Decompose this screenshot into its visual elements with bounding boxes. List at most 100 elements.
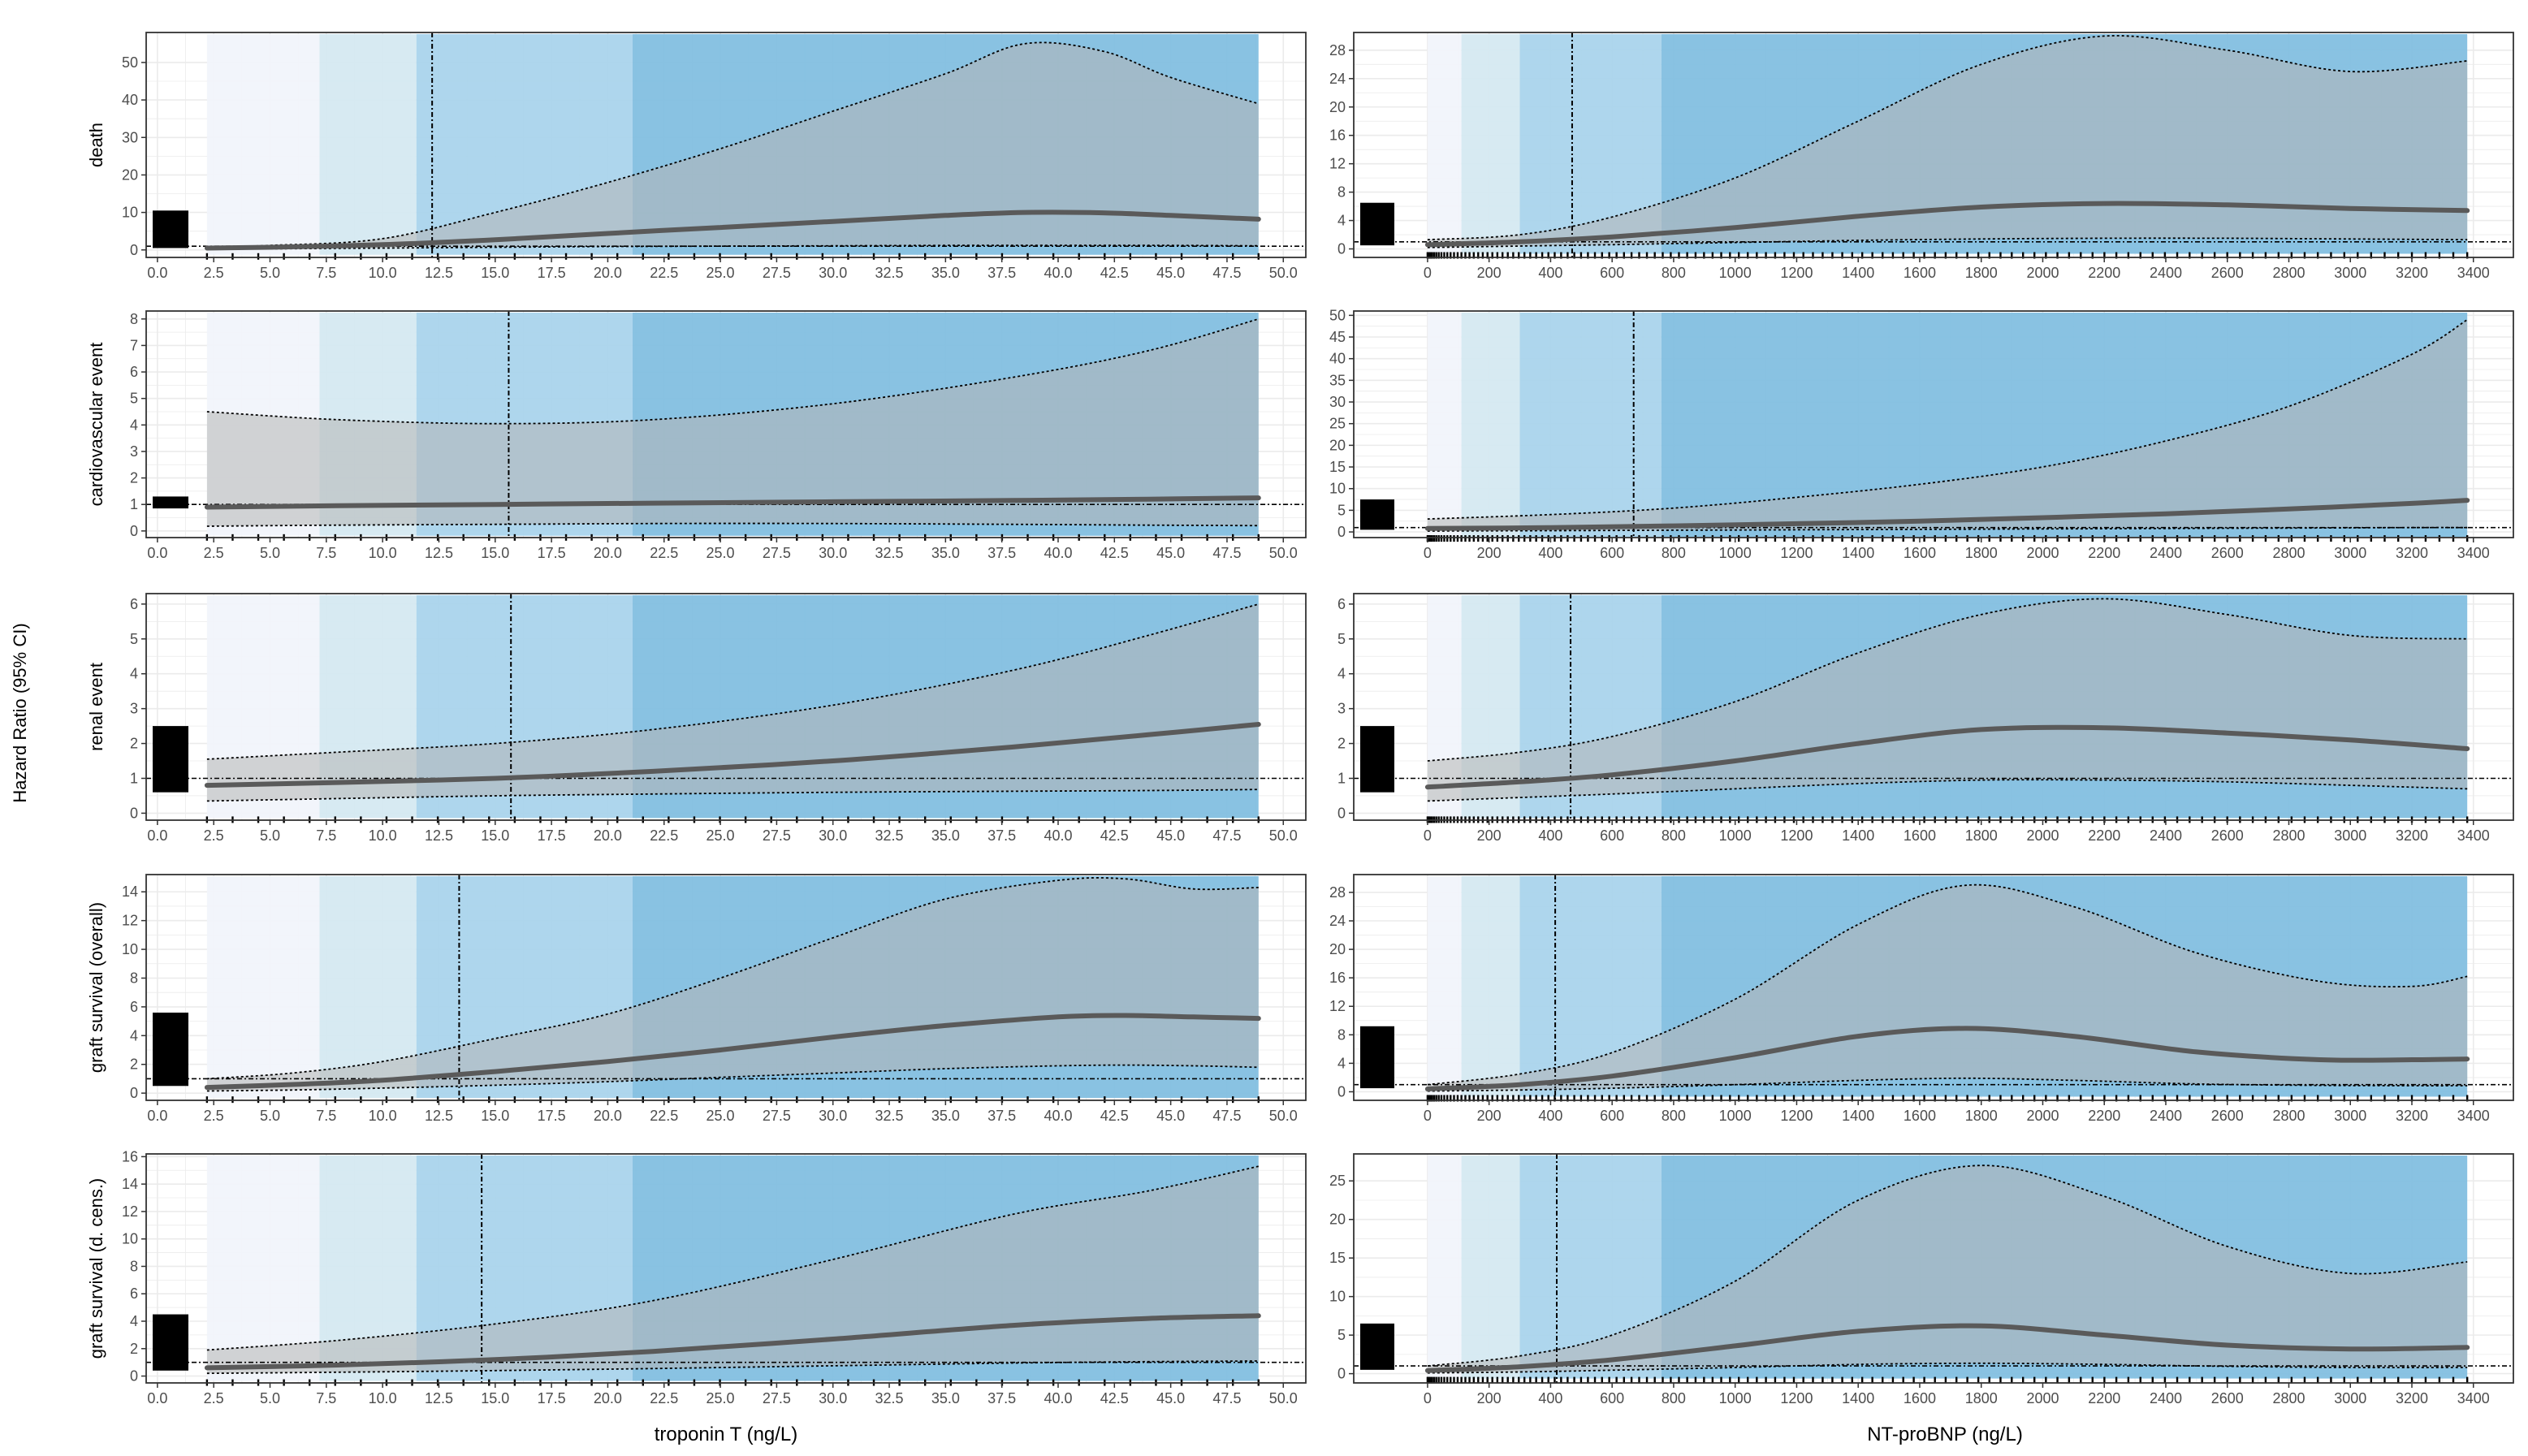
ci-upper-line — [1427, 35, 2468, 241]
range-band-1 — [1427, 313, 1462, 538]
x-tick-label: 1800 — [1965, 1108, 1998, 1124]
y-tick-label: 16 — [122, 1148, 138, 1164]
distribution-rug-bar — [153, 496, 188, 509]
y-tick-label: 5 — [1337, 502, 1346, 518]
y-tick-label: 6 — [130, 596, 138, 612]
panel-col1-row0: 0 200 400 600 800 1000 1200 1400 1600 1800 2000 220… — [1329, 32, 2514, 281]
x-tick-label: 37.5 — [987, 1390, 1016, 1406]
panel-border — [1353, 1153, 2514, 1384]
ci-upper-line — [206, 1165, 1259, 1351]
x-tick-label: 800 — [1662, 1390, 1686, 1406]
panel-border — [145, 310, 1307, 538]
ci-lower-line — [1427, 237, 2468, 248]
x-tick-label: 45.0 — [1156, 1108, 1185, 1124]
x-tick-label: 1400 — [1842, 1390, 1874, 1406]
x-tick-label: 42.5 — [1100, 265, 1129, 281]
y-tick-label: 3 — [1337, 701, 1346, 717]
x-tick-label: 5.0 — [260, 545, 280, 561]
y-tick-label: 1 — [130, 496, 138, 512]
x-tick-label: 2200 — [2088, 265, 2120, 281]
y-tick-label: 12 — [122, 1203, 138, 1220]
x-tick-label: 37.5 — [987, 1108, 1016, 1124]
y-tick-label: 3 — [130, 443, 138, 460]
x-tick-label: 3000 — [2334, 1390, 2366, 1406]
x-tick-label: 1800 — [1965, 827, 1998, 844]
x-tick-label: 1800 — [1965, 1390, 1998, 1406]
y-tick-label: 35 — [1329, 372, 1346, 388]
range-band-2 — [1461, 876, 1520, 1097]
x-tick-label: 0.0 — [147, 1390, 167, 1406]
x-tick-label: 32.5 — [875, 1390, 904, 1406]
y-tick-label: 4 — [1337, 666, 1346, 682]
ci-lower-line — [206, 244, 1259, 250]
y-tick-label: 8 — [130, 1258, 138, 1274]
x-tick-label: 1000 — [1719, 545, 1752, 561]
range-band-3 — [1519, 313, 1662, 538]
x-tick-label: 15.0 — [481, 1108, 509, 1124]
y-tick-label: 20 — [1329, 99, 1346, 115]
x-tick-label: 7.5 — [316, 1390, 336, 1406]
x-tick-label: 17.5 — [538, 1108, 566, 1124]
y-tick-label: 10 — [1329, 481, 1346, 497]
y-tick-label: 12 — [1329, 998, 1346, 1014]
x-tick-label: 15.0 — [481, 545, 509, 561]
y-tick-label: 0 — [1337, 524, 1346, 540]
x-tick-label: 40.0 — [1044, 1108, 1072, 1124]
y-tick-label: 28 — [1329, 884, 1346, 901]
x-tick-label: 7.5 — [316, 265, 336, 281]
ci-lower-line — [206, 788, 1259, 802]
hazard-ratio-line — [1424, 1323, 2470, 1373]
x-tick-label: 2800 — [2272, 827, 2305, 844]
x-tick-label: 35.0 — [931, 1108, 960, 1124]
y-tick-label: 14 — [122, 884, 138, 900]
y-tick-label: 15 — [1329, 1250, 1346, 1266]
x-tick-label: 0 — [1424, 827, 1432, 844]
x-tick-label: 5.0 — [260, 827, 280, 844]
row-label: graft survival (overall) — [86, 902, 106, 1073]
x-tick-label: 1800 — [1965, 265, 1998, 281]
y-tick-label: 8 — [130, 311, 138, 327]
panel-col1-row1: 0 200 400 600 800 1000 1200 1400 1600 1800 2000 220… — [1329, 307, 2514, 561]
ci-ribbon — [1427, 884, 2468, 1091]
x-tick-label: 400 — [1538, 265, 1562, 281]
x-tick-label: 200 — [1477, 545, 1502, 561]
y-tick-label: 30 — [122, 129, 138, 145]
x-tick-label: 30.0 — [819, 265, 847, 281]
x-tick-label: 2.5 — [204, 827, 224, 844]
x-tick-label: 10.0 — [369, 1390, 397, 1406]
x-tick-label: 5.0 — [260, 1390, 280, 1406]
y-tick-label: 10 — [122, 205, 138, 221]
x-tick-label: 32.5 — [875, 827, 904, 844]
y-tick-label: 2 — [130, 470, 138, 486]
y-tick-label: 5 — [1337, 631, 1346, 647]
hazard-ratio-line — [204, 210, 1261, 251]
x-tick-label: 25.0 — [707, 265, 735, 281]
figure-y-axis-title: Hazard Ratio (95% CI) — [10, 623, 30, 802]
y-tick-label: 6 — [1337, 596, 1346, 612]
x-axis-title-troponin: troponin T (ng/L) — [655, 1424, 798, 1445]
x-tick-label: 42.5 — [1100, 1390, 1129, 1406]
x-tick-label: 2600 — [2211, 545, 2244, 561]
x-tick-label: 3400 — [2457, 1390, 2490, 1406]
panel-border — [145, 32, 1307, 258]
x-tick-label: 2400 — [2150, 1390, 2182, 1406]
y-tick-label: 5 — [130, 631, 138, 647]
x-rug-ticks — [205, 253, 1260, 260]
ci-lower-line — [1427, 1077, 2468, 1092]
x-tick-label: 2000 — [2026, 1108, 2059, 1124]
range-band-2 — [1461, 34, 1520, 254]
x-tick-label: 3200 — [2396, 545, 2428, 561]
range-band-2 — [319, 34, 417, 255]
hazard-ratio-line — [1424, 1026, 2470, 1091]
ci-lower-line — [206, 1064, 1259, 1092]
x-tick-label: 47.5 — [1212, 1108, 1241, 1124]
x-tick-label: 35.0 — [931, 265, 960, 281]
hazard-ratio-line — [204, 495, 1261, 510]
x-tick-label: 2.5 — [204, 1108, 224, 1124]
x-tick-label: 1000 — [1719, 827, 1752, 844]
panel-renal-event: 0.0 2.5 5.0 7.5 10.0 12.5 15.0 17.5 20.0 22.5 25.0… — [86, 593, 1307, 844]
y-tick-label: 8 — [1337, 184, 1346, 201]
y-tick-label: 0 — [1337, 805, 1346, 821]
y-tick-label: 0 — [1337, 1366, 1346, 1382]
